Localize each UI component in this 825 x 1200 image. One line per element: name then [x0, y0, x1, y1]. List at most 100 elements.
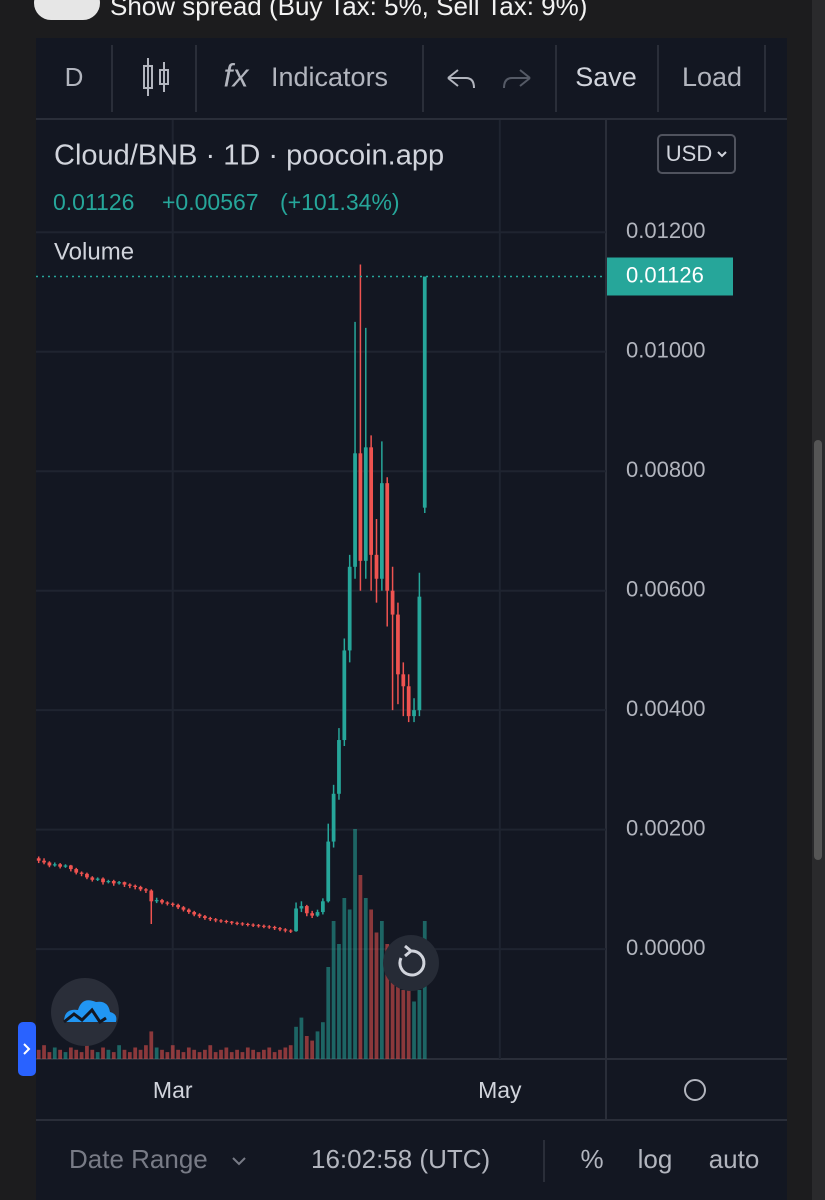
- candle-body: [63, 865, 68, 867]
- toolbar-separators: [36, 45, 787, 120]
- volume-bar: [106, 1049, 111, 1059]
- fx-icon[interactable]: fx: [224, 57, 250, 93]
- volume-bar: [417, 990, 422, 1059]
- volume-bar: [245, 1047, 250, 1059]
- volume-bar: [304, 1036, 309, 1059]
- volume-bar: [122, 1049, 127, 1059]
- candle-body: [47, 862, 52, 866]
- candle-body: [310, 913, 315, 916]
- volume-bar: [111, 1052, 116, 1059]
- candle-body: [337, 740, 341, 794]
- candle-body: [401, 674, 406, 687]
- candle-body: [245, 924, 250, 926]
- load-button[interactable]: Load: [682, 62, 742, 92]
- candle-body: [321, 901, 325, 913]
- candle-body: [154, 900, 159, 902]
- y-tick-label: 0.00800: [626, 457, 706, 482]
- candle-body: [229, 921, 234, 923]
- candle-body: [379, 483, 384, 579]
- candle-body: [68, 865, 73, 870]
- reset-button[interactable]: [383, 935, 439, 991]
- volume-bar: [310, 1040, 315, 1059]
- currency-button[interactable]: [657, 134, 736, 174]
- volume-bar: [144, 1045, 148, 1059]
- volume-bar: [197, 1052, 202, 1059]
- volume-bar: [256, 1052, 261, 1059]
- percent-button[interactable]: %: [580, 1144, 603, 1174]
- volume-bar: [203, 1049, 207, 1059]
- toggle[interactable]: [34, 0, 100, 20]
- redo-button[interactable]: [503, 69, 531, 89]
- volume-bar: [176, 1049, 180, 1059]
- volume-bar: [58, 1049, 63, 1059]
- volume-bar: [127, 1052, 132, 1059]
- save-button[interactable]: Save: [575, 62, 637, 92]
- candle-body: [101, 878, 105, 883]
- candle-body: [111, 880, 116, 884]
- volume-bar: [36, 1049, 41, 1059]
- volume-label: Volume: [54, 238, 134, 265]
- volume-bar: [133, 1047, 138, 1059]
- volume-bar: [165, 1052, 170, 1059]
- volume-bar: [347, 909, 352, 1059]
- candle-body: [219, 920, 223, 922]
- candle-body: [304, 906, 309, 914]
- settings-button[interactable]: [684, 1079, 706, 1101]
- volume-layer: [36, 829, 427, 1059]
- volume-bar: [262, 1049, 266, 1059]
- volume-bar: [321, 1022, 325, 1059]
- volume-bar: [90, 1049, 95, 1059]
- volume-bar: [288, 1045, 293, 1059]
- currency-caret: [717, 151, 727, 158]
- clock: 16:02:58 (UTC): [311, 1144, 490, 1174]
- volume-bar: [47, 1052, 52, 1059]
- candle-body: [369, 447, 374, 555]
- auto-button[interactable]: auto: [709, 1144, 760, 1174]
- volume-bar: [283, 1047, 288, 1059]
- volume-bar: [353, 829, 357, 1059]
- candle-body: [294, 908, 298, 932]
- candle-body: [363, 447, 368, 561]
- undo-button[interactable]: [447, 69, 475, 89]
- candle-body: [106, 880, 111, 883]
- volume-bar: [170, 1045, 175, 1059]
- candle-body: [197, 914, 202, 917]
- volume-bar: [181, 1052, 186, 1059]
- candle-icon[interactable]: [143, 58, 169, 96]
- volume-bar: [235, 1049, 239, 1059]
- volume-bar: [278, 1049, 282, 1059]
- candle-body: [240, 923, 245, 925]
- volume-bar: [95, 1052, 100, 1059]
- candle-body: [79, 872, 84, 874]
- legend-change-pct: (+101.34%): [280, 189, 400, 215]
- candle-body: [213, 919, 218, 921]
- volume-bar: [149, 1031, 154, 1059]
- log-button[interactable]: log: [638, 1144, 673, 1174]
- volume-bar: [267, 1047, 272, 1059]
- candle-body: [90, 877, 95, 880]
- volume-bar: [251, 1049, 256, 1059]
- volume-bar: [63, 1052, 68, 1059]
- volume-bar: [379, 921, 384, 1059]
- candle-body: [224, 921, 229, 923]
- candle-body: [42, 860, 46, 863]
- candle-body: [262, 925, 266, 927]
- candle-body: [272, 926, 277, 929]
- candle-body: [278, 928, 282, 930]
- interval-button[interactable]: D: [65, 62, 84, 92]
- x-tick-label: May: [478, 1077, 522, 1103]
- volume-bar: [385, 944, 390, 1059]
- candle-body: [58, 864, 63, 867]
- volume-bar: [272, 1052, 277, 1059]
- date-range-button[interactable]: Date Range: [69, 1144, 208, 1174]
- legend-change: +0.00567: [162, 189, 259, 215]
- candle-body: [406, 686, 411, 717]
- volume-bar: [138, 1049, 143, 1059]
- side-tab[interactable]: [18, 1022, 36, 1076]
- volume-bar: [213, 1052, 218, 1059]
- logo-line: [63, 1007, 107, 1025]
- volume-bar: [79, 1052, 84, 1059]
- indicators-button[interactable]: Indicators: [271, 62, 388, 92]
- candle-body: [85, 873, 89, 878]
- candle-body: [117, 882, 121, 884]
